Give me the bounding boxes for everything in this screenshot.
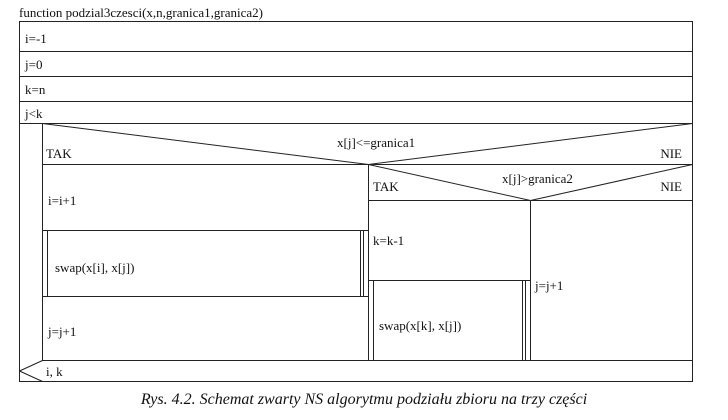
function-header: function podzial3czesci(x,n,granica1,gra… — [19, 5, 263, 20]
inner-if-no-label: NIE — [660, 179, 682, 194]
inner-yes-step-decrement-k: k=k-1 — [373, 233, 404, 248]
outer-if-no-label: NIE — [660, 146, 682, 161]
loop-end-notch — [19, 360, 43, 372]
yes-step-increment-i: i=i+1 — [48, 193, 76, 208]
init-step-i: i=-1 — [25, 31, 47, 46]
inner-if-yes-label: TAK — [373, 179, 399, 194]
inner-if-diagonal-left — [368, 164, 531, 201]
diagram-frame — [19, 21, 693, 382]
outer-if-yes-label: TAK — [46, 146, 72, 161]
inner-no-step-increment-j: j=j+1 — [534, 278, 563, 293]
yes-step-swap: swap(x[i], x[j]) — [55, 260, 134, 275]
init-step-k: k=n — [25, 82, 46, 97]
outer-if-diagonal-left — [42, 123, 369, 165]
inner-yes-step-swap: swap(x[k], x[j]) — [379, 318, 461, 333]
loop-body-frame — [42, 123, 693, 361]
inner-if-diagonal-right — [530, 164, 693, 201]
loop-condition: j<k — [24, 106, 43, 121]
loop-end-notch — [19, 370, 43, 382]
inner-if-condition: x[j]>granica2 — [502, 171, 573, 186]
figure-caption: Rys. 4.2. Schemat zwarty NS algorytmu po… — [140, 391, 588, 408]
yes-step-increment-j: j=j+1 — [47, 324, 76, 339]
outer-if-condition: x[j]<=granica1 — [337, 135, 415, 150]
init-step-j: j=0 — [24, 57, 42, 72]
return-values: i, k — [46, 364, 63, 379]
outer-if-diagonal-right — [368, 123, 693, 165]
